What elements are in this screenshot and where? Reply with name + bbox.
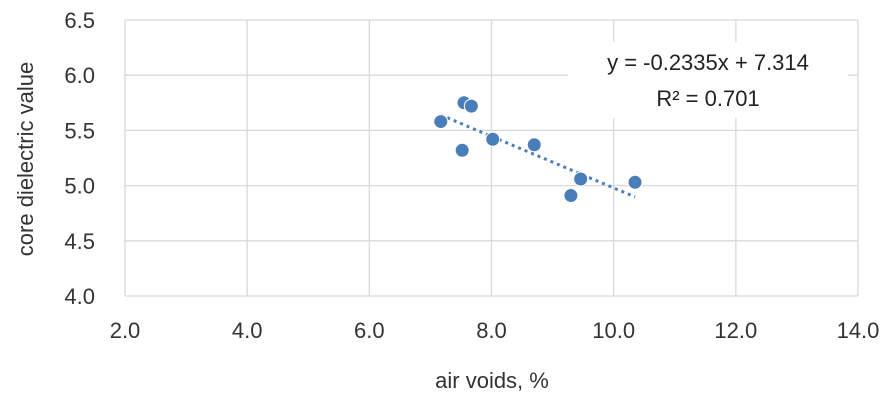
y-tick-label: 4.0 [64,284,95,309]
trendline [440,113,636,199]
data-point [463,98,479,114]
data-point [433,114,449,130]
data-point [627,174,643,190]
y-tick-label: 4.5 [64,229,95,254]
data-point [526,137,542,153]
x-tick-label: 10.0 [592,318,635,343]
x-tick-label: 6.0 [354,318,385,343]
x-axis-label: air voids, % [435,368,549,393]
equation-background [568,42,848,118]
data-point [485,131,501,147]
y-tick-label: 5.5 [64,118,95,143]
y-tick-label: 6.5 [64,8,95,33]
x-tick-label: 4.0 [232,318,263,343]
x-tick-label: 12.0 [714,318,757,343]
y-tick-label: 5.0 [64,174,95,199]
trendline-equation: y = -0.2335x + 7.314 [607,50,809,75]
y-tick-label: 6.0 [64,63,95,88]
y-axis-ticks: 4.0 4.5 5.0 5.5 6.0 6.5 [64,8,95,309]
x-tick-label: 14.0 [837,318,880,343]
data-point [454,142,470,158]
x-tick-label: 8.0 [476,318,507,343]
data-point [573,171,589,187]
data-points [433,95,643,204]
y-axis-label: core dielectric value [13,62,38,256]
x-tick-label: 2.0 [110,318,141,343]
x-axis-ticks: 2.0 4.0 6.0 8.0 10.0 12.0 14.0 [110,318,880,343]
trendline-group [440,113,636,199]
trendline-r-squared: R² = 0.701 [656,86,759,111]
data-point [563,188,579,204]
